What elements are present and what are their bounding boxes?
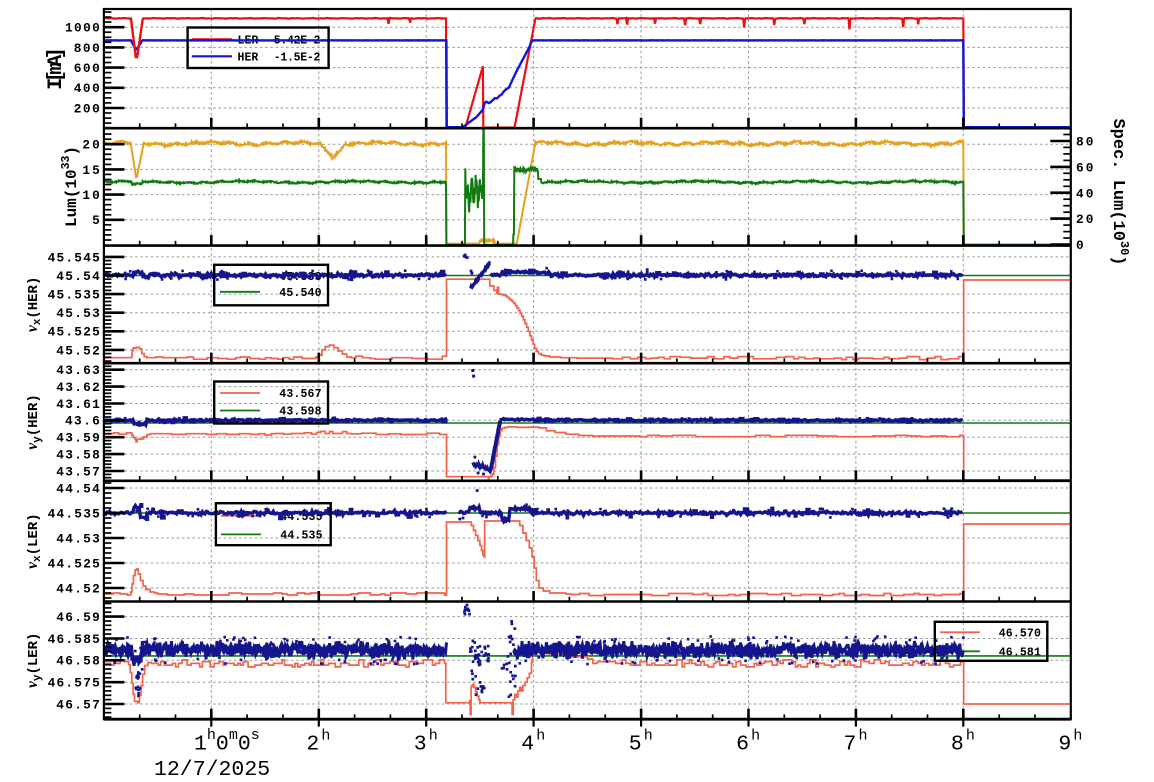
svg-text:Lum(1033): Lum(1033) <box>60 146 81 227</box>
svg-text:h: h <box>859 727 868 744</box>
svg-text:45.540: 45.540 <box>279 287 321 300</box>
svg-text:600: 600 <box>74 61 100 76</box>
svg-text:45.54: 45.54 <box>56 269 100 284</box>
svg-text:800: 800 <box>74 41 100 56</box>
svg-text:7: 7 <box>843 733 856 757</box>
svg-text:46.581: 46.581 <box>999 646 1041 659</box>
svg-text:43.58: 43.58 <box>56 448 100 463</box>
svg-text:46.58: 46.58 <box>56 654 100 669</box>
svg-text:44.535: 44.535 <box>48 506 101 521</box>
svg-text:0: 0 <box>1076 238 1084 253</box>
svg-text:43.63: 43.63 <box>56 363 100 378</box>
svg-text:43.59: 43.59 <box>56 431 100 446</box>
svg-text:46.575: 46.575 <box>48 676 101 691</box>
svg-text:Spec. Lum(1030): Spec. Lum(1030) <box>1108 118 1131 265</box>
svg-text:2: 2 <box>306 733 319 757</box>
svg-text:46.59: 46.59 <box>56 610 100 625</box>
svg-text:44.52: 44.52 <box>56 581 100 596</box>
svg-text:3: 3 <box>414 733 427 757</box>
svg-text:46.570: 46.570 <box>999 627 1041 640</box>
svg-text:h: h <box>644 727 653 744</box>
svg-text:h: h <box>1073 727 1082 744</box>
svg-text:43.62: 43.62 <box>56 380 100 395</box>
svg-text:8: 8 <box>951 733 964 757</box>
svg-text:h: h <box>966 727 975 744</box>
svg-text:νx(HER): νx(HER) <box>24 277 44 333</box>
svg-text:12/7/2025: 12/7/2025 <box>154 758 270 782</box>
svg-text:44.54: 44.54 <box>56 481 100 496</box>
svg-text:45.52: 45.52 <box>56 343 100 358</box>
svg-text:45.535: 45.535 <box>48 288 101 303</box>
svg-text:400: 400 <box>74 81 100 96</box>
svg-text:-1.5E-2: -1.5E-2 <box>274 51 321 64</box>
svg-text:44.535: 44.535 <box>280 529 322 542</box>
svg-text:νy(LER): νy(LER) <box>24 633 44 689</box>
svg-text:h: h <box>536 727 545 744</box>
svg-text:h: h <box>429 727 438 744</box>
svg-text:νx(LER): νx(LER) <box>24 513 44 569</box>
svg-text:νy(HER): νy(HER) <box>24 394 44 450</box>
svg-text:43.57: 43.57 <box>56 464 100 479</box>
svg-text:9: 9 <box>1058 733 1071 757</box>
svg-text:h: h <box>321 727 330 744</box>
svg-text:h: h <box>751 727 760 744</box>
svg-text:43.598: 43.598 <box>279 406 321 419</box>
svg-text:200: 200 <box>74 101 100 116</box>
svg-text:6: 6 <box>736 733 749 757</box>
svg-text:46.585: 46.585 <box>48 632 101 647</box>
svg-text:1h0m0s: 1h0m0s <box>194 727 260 756</box>
svg-text:45.545: 45.545 <box>48 250 101 265</box>
svg-text:4: 4 <box>521 733 534 757</box>
svg-text:43.6: 43.6 <box>65 414 100 429</box>
svg-text:43.567: 43.567 <box>279 388 321 401</box>
svg-text:I[mA]: I[mA] <box>45 47 68 90</box>
svg-text:15: 15 <box>82 163 100 178</box>
svg-text:5: 5 <box>629 733 642 757</box>
svg-text:43.61: 43.61 <box>56 397 100 412</box>
svg-text:5: 5 <box>92 213 100 228</box>
svg-text:45.53: 45.53 <box>56 306 100 321</box>
svg-text:HER: HER <box>238 51 259 64</box>
svg-text:1000: 1000 <box>65 21 100 36</box>
svg-text:46.57: 46.57 <box>56 697 100 712</box>
svg-text:44.53: 44.53 <box>56 531 100 546</box>
svg-text:45.525: 45.525 <box>48 325 101 340</box>
svg-text:44.525: 44.525 <box>48 556 101 571</box>
